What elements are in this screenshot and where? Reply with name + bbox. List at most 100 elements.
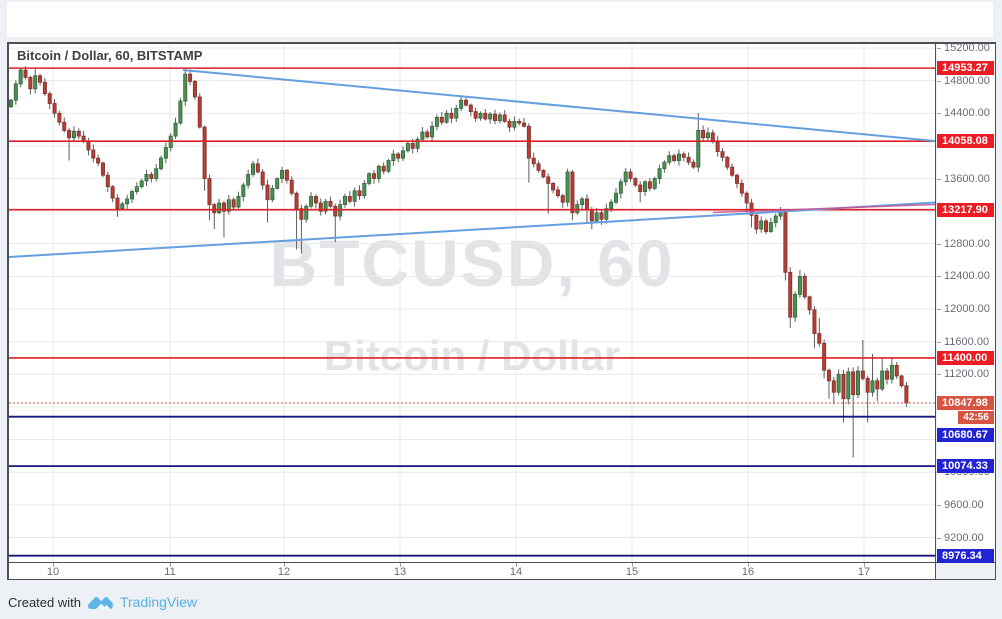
candle-down xyxy=(439,116,444,123)
candle-down xyxy=(788,271,793,318)
candle-down xyxy=(110,186,115,199)
candle-down xyxy=(904,385,909,404)
candle-down xyxy=(492,113,497,122)
date-label: 10 xyxy=(46,566,60,578)
candle-down xyxy=(885,370,890,380)
candle-down xyxy=(584,198,589,210)
candle-down xyxy=(38,75,43,83)
candle-up xyxy=(609,201,614,210)
candle-down xyxy=(875,380,880,390)
candle-down xyxy=(647,181,652,189)
candle-up xyxy=(13,83,18,101)
candle-up xyxy=(178,100,183,124)
candle-up xyxy=(183,73,188,102)
candle-down xyxy=(347,196,352,202)
candle-up xyxy=(604,208,609,220)
trendline-descending-wedge-top xyxy=(182,69,935,142)
price-label: 15200.00 xyxy=(944,42,990,54)
price-line-label: 10074.33 xyxy=(937,459,994,473)
candle-down xyxy=(91,149,96,159)
candle-up xyxy=(241,184,246,197)
candle-up xyxy=(236,196,241,208)
candle-up xyxy=(323,200,328,212)
candle-down xyxy=(212,204,217,214)
price-axis-tick xyxy=(937,505,941,506)
candle-down xyxy=(899,375,904,387)
candle-down xyxy=(812,309,817,334)
candle-up xyxy=(376,165,381,179)
candle-down xyxy=(192,81,197,98)
candle-up xyxy=(342,196,347,206)
candle-down xyxy=(865,377,870,393)
candle-up xyxy=(275,178,280,189)
date-label: 16 xyxy=(741,566,755,578)
candle-down xyxy=(764,220,769,232)
candle-up xyxy=(401,150,406,159)
candle-down xyxy=(328,200,333,207)
candle-down xyxy=(149,174,154,179)
candle-down xyxy=(817,333,822,344)
price-label: 13600.00 xyxy=(944,173,990,185)
price-axis-tick xyxy=(937,342,941,343)
candle-up xyxy=(217,202,222,214)
candle-down xyxy=(299,208,304,220)
tradingview-link[interactable]: TradingView xyxy=(119,594,198,610)
chart-plot-area[interactable]: BTCUSD, 60 Bitcoin / Dollar xyxy=(9,44,935,562)
candle-down xyxy=(822,342,827,371)
candle-down xyxy=(720,151,725,158)
candle-down xyxy=(202,126,207,179)
chart-border-left xyxy=(7,42,9,580)
candlestick-chart[interactable] xyxy=(9,44,935,562)
chart-border-right xyxy=(995,42,996,580)
candle-up xyxy=(154,168,159,179)
candle-up xyxy=(415,138,420,149)
candle-up xyxy=(139,180,144,188)
time-axis[interactable]: 10 11 12 13 14 15 16 17 xyxy=(9,563,935,579)
candle-up xyxy=(497,114,502,122)
candle-down xyxy=(265,184,270,201)
candle-up xyxy=(430,125,435,138)
candle-down xyxy=(463,99,468,106)
price-axis-tick xyxy=(937,309,941,310)
candle-up xyxy=(352,190,357,202)
tradingview-cloud-icon xyxy=(87,594,114,611)
price-line-label: 14058.08 xyxy=(937,134,994,148)
candle-up xyxy=(362,183,367,197)
candle-down xyxy=(23,69,28,78)
candle-down xyxy=(100,162,105,176)
candle-up xyxy=(367,173,372,184)
date-label: 13 xyxy=(393,566,407,578)
candle-down xyxy=(96,157,101,164)
candle-up xyxy=(889,364,894,380)
candle-down xyxy=(313,196,318,204)
candle-up xyxy=(580,198,585,206)
candle-up xyxy=(270,187,275,201)
candle-down xyxy=(289,179,294,194)
candle-up xyxy=(657,168,662,179)
candle-down xyxy=(536,163,541,171)
candle-down xyxy=(333,205,338,217)
candle-up xyxy=(144,174,149,182)
candle-down xyxy=(255,163,260,173)
candle-down xyxy=(851,371,856,396)
candle-down xyxy=(686,156,691,163)
top-strip xyxy=(7,2,993,37)
price-axis[interactable]: 15200.00 14800.00 14400.00 13600.00 12800.00… xyxy=(937,42,995,563)
candle-up xyxy=(71,130,76,139)
price-axis-tick xyxy=(937,374,941,375)
candle-down xyxy=(541,169,546,178)
candle-down xyxy=(502,114,507,122)
candle-down xyxy=(115,197,120,210)
price-label: 12800.00 xyxy=(944,238,990,250)
candle-up xyxy=(575,204,580,214)
candle-up xyxy=(130,191,135,200)
candle-down xyxy=(894,364,899,377)
candle-down xyxy=(860,370,865,379)
candle-up xyxy=(696,129,701,168)
price-axis-tick xyxy=(937,113,941,114)
candle-up xyxy=(226,199,231,212)
candle-up xyxy=(759,220,764,230)
time-axis-tick xyxy=(170,563,171,567)
candle-up xyxy=(705,132,710,139)
candle-up xyxy=(459,99,464,109)
